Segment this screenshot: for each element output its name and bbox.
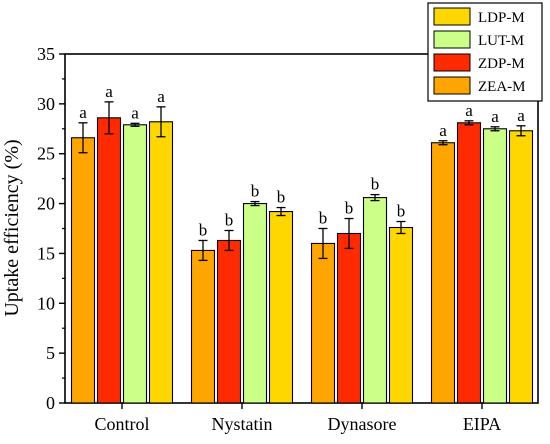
significance-letter: a (79, 103, 87, 122)
significance-letter: b (251, 182, 260, 201)
bar (388, 226, 414, 404)
y-tick-label: 20 (37, 194, 55, 214)
bar (148, 121, 174, 404)
bar (268, 210, 294, 404)
significance-letter: b (199, 220, 208, 239)
x-tick-label: Nystatin (212, 414, 273, 434)
bar (508, 130, 534, 404)
legend-label: ZEA-M (478, 79, 526, 95)
significance-letter: b (345, 199, 354, 218)
bar (336, 232, 362, 404)
significance-letter: a (131, 103, 139, 122)
y-tick-label: 35 (37, 44, 55, 64)
x-tick-label: Control (94, 414, 149, 434)
legend-swatch (433, 53, 471, 72)
bar (456, 122, 482, 404)
legend: LDP-M LUT-M ZDP-M ZEA-M (427, 2, 543, 102)
significance-letter: a (491, 107, 499, 126)
y-axis-title: Uptake efficiency (%) (1, 139, 23, 316)
y-tick-label: 0 (46, 393, 55, 413)
bar (190, 249, 216, 404)
significance-letter: b (277, 188, 286, 207)
significance-letter: a (517, 106, 525, 125)
y-tick-label: 30 (37, 94, 55, 114)
y-tick-label: 10 (37, 293, 55, 313)
bar (122, 124, 148, 404)
bar (96, 117, 122, 404)
legend-label: LUT-M (478, 33, 524, 49)
significance-letter: b (371, 175, 380, 194)
significance-letter: a (465, 101, 473, 120)
x-tick-label: EIPA (463, 414, 501, 434)
y-tick-label: 15 (37, 243, 55, 263)
significance-letter: a (439, 121, 447, 140)
significance-letter: b (225, 210, 234, 229)
x-tick-label: Dynasore (328, 414, 397, 434)
y-tick-label: 25 (37, 144, 55, 164)
significance-letter: a (105, 82, 113, 101)
significance-letter: b (397, 202, 406, 221)
legend-swatch (433, 30, 471, 49)
bar (242, 203, 268, 404)
bar (216, 239, 242, 404)
y-tick-label: 5 (46, 343, 55, 363)
legend-swatch (433, 7, 471, 26)
legend-label: ZDP-M (478, 56, 525, 72)
significance-letter: b (319, 209, 328, 228)
significance-letter: a (157, 87, 165, 106)
legend-swatch (433, 76, 471, 95)
legend-label: LDP-M (478, 10, 525, 26)
bars (70, 117, 534, 404)
error-bars (78, 101, 526, 262)
bar (310, 242, 336, 404)
bar (482, 128, 508, 404)
bar (362, 197, 388, 404)
bar (430, 142, 456, 404)
bar (70, 137, 96, 404)
axes: 0 5 10 15 20 25 30 35 Control Nystatin Dynasore EIP… (37, 44, 501, 434)
